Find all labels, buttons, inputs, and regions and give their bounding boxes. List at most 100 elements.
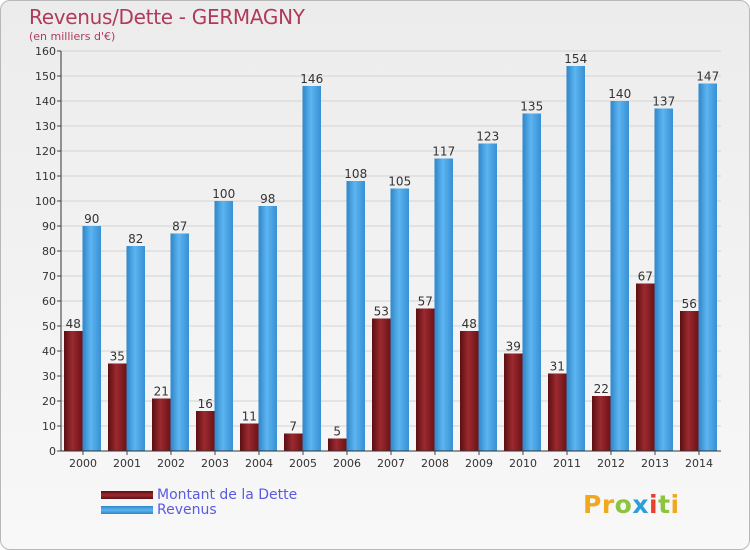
y-tick-label: 50 <box>42 320 56 333</box>
bar-revenus <box>302 86 321 451</box>
bar-dette <box>152 398 171 451</box>
y-tick-label: 30 <box>42 370 56 383</box>
data-label-revenus: 117 <box>432 145 455 159</box>
data-label-dette: 11 <box>242 410 257 424</box>
x-tick-label: 2003 <box>201 457 229 470</box>
data-label-revenus: 135 <box>520 100 543 114</box>
y-tick-label: 0 <box>49 445 56 458</box>
y-axis-ticks: 0 10 20 30 40 50 60 70 80 90 100 110 120 130 140 150 160 <box>35 45 61 458</box>
data-label-revenus: 82 <box>128 232 143 246</box>
x-tick-label: 2005 <box>289 457 317 470</box>
y-tick-label: 70 <box>42 270 56 283</box>
bar-revenus <box>346 181 365 451</box>
y-tick-label: 80 <box>42 245 56 258</box>
y-tick-label: 20 <box>42 395 56 408</box>
bar-dette <box>196 411 215 451</box>
x-tick-label: 2009 <box>465 457 493 470</box>
bar-revenus <box>654 108 673 451</box>
data-label-revenus: 90 <box>84 212 99 226</box>
x-tick-label: 2007 <box>377 457 405 470</box>
data-label-dette: 53 <box>374 305 389 319</box>
data-label-revenus: 100 <box>212 187 235 201</box>
x-tick-label: 2004 <box>245 457 273 470</box>
bar-revenus <box>390 188 409 451</box>
x-tick-label: 2008 <box>421 457 449 470</box>
bars: 48 90 35 82 21 87 16 100 11 98 7 146 5 108 53 105 57 117 4… <box>64 52 719 451</box>
bar-dette <box>64 331 83 451</box>
data-label-dette: 31 <box>550 360 565 374</box>
data-label-dette: 39 <box>506 340 521 354</box>
logo-letter: t <box>658 490 671 519</box>
bar-revenus <box>258 206 277 451</box>
bar-dette <box>416 308 435 451</box>
data-label-revenus: 105 <box>388 175 411 189</box>
y-tick-label: 100 <box>35 195 56 208</box>
bar-revenus <box>126 246 145 451</box>
y-tick-label: 60 <box>42 295 56 308</box>
data-label-dette: 48 <box>66 317 81 331</box>
x-tick-label: 2001 <box>113 457 141 470</box>
logo-letter: o <box>614 490 633 519</box>
data-label-dette: 21 <box>154 385 169 399</box>
bar-revenus <box>214 201 233 451</box>
data-label-dette: 57 <box>418 295 433 309</box>
y-tick-label: 140 <box>35 95 56 108</box>
bar-revenus <box>170 233 189 451</box>
legend-label-dette: Montant de la Dette <box>157 486 298 503</box>
data-label-revenus: 147 <box>696 70 719 84</box>
legend-label-revenus: Revenus <box>157 501 217 518</box>
bar-revenus <box>434 158 453 451</box>
proxiti-logo: Proxiti <box>583 490 680 519</box>
bar-dette <box>548 373 567 451</box>
x-tick-label: 2006 <box>333 457 361 470</box>
bar-revenus <box>566 66 585 451</box>
x-tick-label: 2012 <box>597 457 625 470</box>
legend: Montant de la Dette Revenus <box>101 486 298 518</box>
x-tick-label: 2013 <box>641 457 669 470</box>
data-label-revenus: 123 <box>476 130 499 144</box>
bar-revenus <box>522 113 541 451</box>
y-tick-label: 10 <box>42 420 56 433</box>
legend-item-revenus: Revenus <box>101 501 297 518</box>
data-label-revenus: 140 <box>608 87 631 101</box>
data-label-revenus: 146 <box>300 72 323 86</box>
y-tick-label: 160 <box>35 45 56 58</box>
y-tick-label: 120 <box>35 145 56 158</box>
data-label-dette: 35 <box>110 350 125 364</box>
y-tick-label: 90 <box>42 220 56 233</box>
logo-letter: r <box>601 490 615 519</box>
data-label-dette: 48 <box>462 317 477 331</box>
y-tick-label: 150 <box>35 70 56 83</box>
bar-dette <box>328 438 347 451</box>
x-tick-label: 2002 <box>157 457 185 470</box>
bar-dette <box>284 433 303 451</box>
bar-dette <box>592 396 611 451</box>
bar-dette <box>504 353 523 451</box>
bar-dette <box>372 318 391 451</box>
logo-letter: x <box>632 490 649 519</box>
chart-subtitle: (en milliers d'€) <box>29 30 116 43</box>
bar-dette <box>240 423 259 451</box>
chart-title: Revenus/Dette - GERMAGNY <box>29 5 305 29</box>
data-label-dette: 5 <box>333 425 341 439</box>
data-label-revenus: 137 <box>652 95 675 109</box>
x-axis-ticks: 2000 2001 2002 2003 2004 2005 2006 2007 2008 2009… <box>69 451 713 470</box>
bar-dette <box>108 363 127 451</box>
bar-revenus <box>698 83 717 451</box>
logo-letter: i <box>649 490 659 519</box>
data-label-revenus: 87 <box>172 220 187 234</box>
data-label-revenus: 108 <box>344 167 367 181</box>
logo-letter: i <box>670 490 680 519</box>
data-label-revenus: 154 <box>564 52 587 66</box>
x-tick-label: 2011 <box>553 457 581 470</box>
data-label-dette: 22 <box>594 382 609 396</box>
data-label-dette: 67 <box>638 270 653 284</box>
x-tick-label: 2000 <box>69 457 97 470</box>
data-label-dette: 56 <box>682 297 697 311</box>
bar-revenus <box>82 226 101 451</box>
legend-swatch-dette <box>101 490 153 499</box>
data-label-revenus: 98 <box>260 192 275 206</box>
y-tick-label: 40 <box>42 345 56 358</box>
bar-dette <box>460 331 479 451</box>
